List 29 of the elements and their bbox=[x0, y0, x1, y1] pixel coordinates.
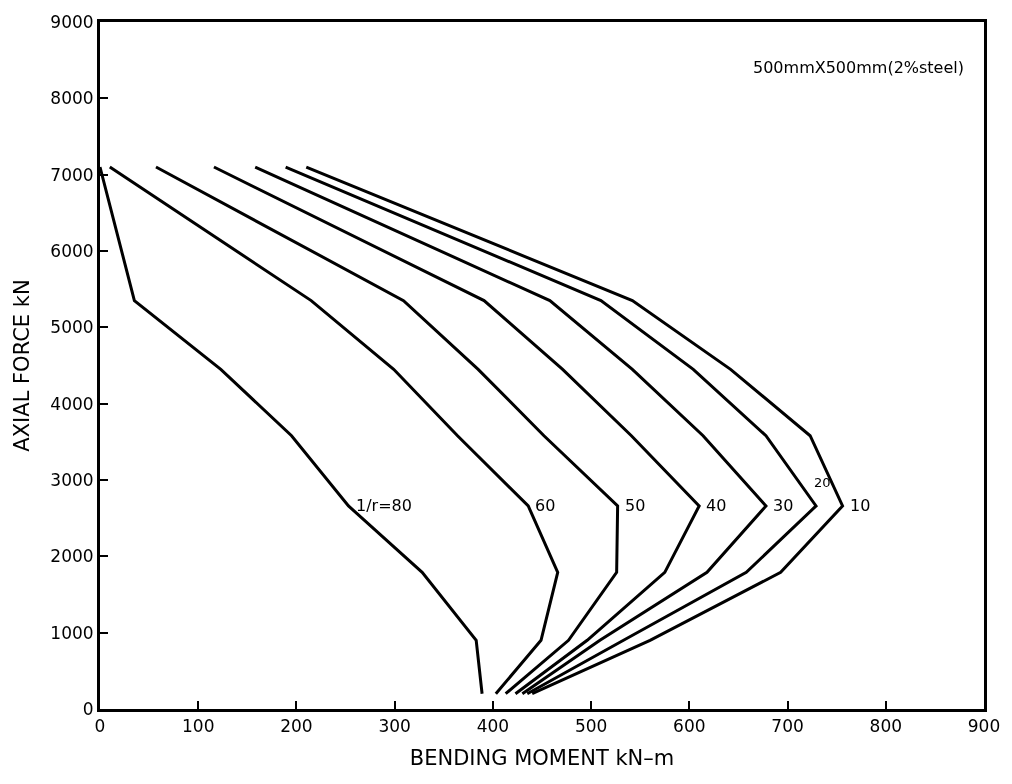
y-tick-label: 0 bbox=[82, 698, 94, 719]
annotation: 40 bbox=[706, 496, 727, 515]
annotation: 30 bbox=[773, 496, 794, 515]
y-tick-label: 5000 bbox=[50, 317, 94, 338]
annotation: 10 bbox=[850, 496, 871, 515]
y-tick-label: 1000 bbox=[50, 622, 94, 643]
x-axis-title: BENDING MOMENT kN–m bbox=[409, 745, 675, 770]
y-tick-label: 2000 bbox=[50, 546, 94, 567]
x-tick-label: 200 bbox=[280, 716, 313, 737]
y-tick-label: 8000 bbox=[50, 88, 94, 109]
x-tick-label: 900 bbox=[967, 716, 1001, 737]
annotation: 50 bbox=[625, 496, 646, 515]
y-tick-label: 9000 bbox=[50, 11, 94, 32]
x-tick-label: 600 bbox=[673, 716, 706, 737]
x-tick-label: 100 bbox=[181, 716, 215, 737]
x-tick-label: 300 bbox=[378, 716, 411, 737]
annotation: 60 bbox=[535, 496, 556, 515]
annotation: 500mmX500mm(2%steel) bbox=[753, 58, 964, 77]
annotation: 1/r=80 bbox=[356, 496, 412, 515]
y-tick-label: 4000 bbox=[50, 393, 94, 414]
y-tick-label: 3000 bbox=[50, 469, 94, 490]
x-tick-label: 400 bbox=[476, 716, 510, 737]
y-tick-label: 6000 bbox=[50, 240, 94, 261]
x-tick-label: 800 bbox=[869, 716, 903, 737]
x-tick-label: 500 bbox=[574, 716, 608, 737]
y-axis-title: AXIAL FORCE kN bbox=[10, 279, 35, 452]
x-tick-label: 700 bbox=[771, 716, 804, 737]
annotation: 20 bbox=[814, 475, 831, 490]
y-tick-label: 7000 bbox=[50, 164, 94, 185]
